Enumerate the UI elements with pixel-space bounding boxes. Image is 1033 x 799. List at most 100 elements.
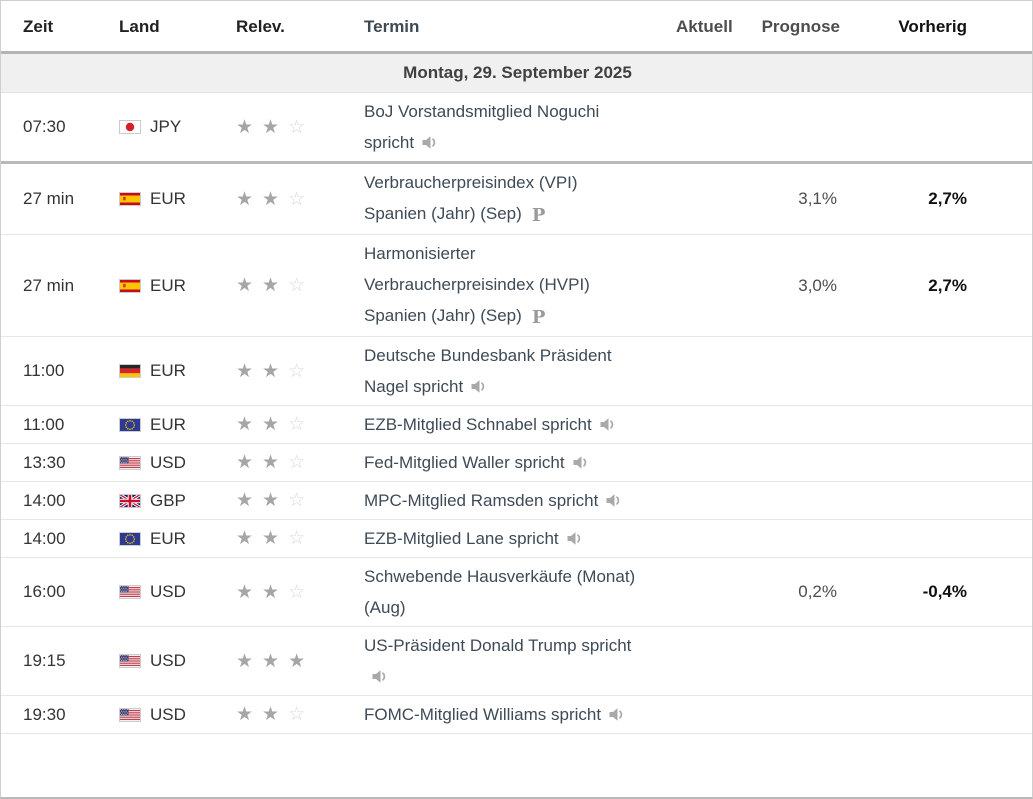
- star-empty-icon: ☆: [288, 704, 306, 725]
- star-filled-icon: ★: [236, 581, 254, 603]
- event-row: 11:00 EUR ★ ★ ☆ Deutsche Bundesbank Präsident…: [1, 336, 1032, 406]
- currency-code: EUR: [150, 189, 186, 208]
- event-link[interactable]: MPC-Mitglied Ramsden spricht: [364, 491, 599, 510]
- japan-flag-icon: [119, 120, 141, 134]
- currency-code: EUR: [150, 414, 186, 434]
- calendar-body: Montag, 29. September 2025 07:30 JPY ★ ★ ☆ Bo…: [1, 52, 1032, 734]
- relevance-stars: ★ ★ ☆: [211, 519, 364, 558]
- forecast-value: 3,0%: [736, 234, 842, 337]
- relevance-stars: ★ ★ ☆: [211, 92, 364, 164]
- spain-flag-icon: [119, 278, 141, 293]
- event-row: 19:30 USD ★ ★ ☆ FOMC-Mitglied Williams sprich…: [1, 695, 1032, 734]
- country-cell: USD: [101, 557, 211, 627]
- actual-value: [676, 162, 736, 235]
- relevance-stars: ★ ★ ☆: [211, 162, 364, 235]
- previous-value: [842, 92, 972, 164]
- forecast-value: [736, 519, 842, 558]
- preliminary-p-icon: P: [531, 307, 546, 328]
- event-time: 13:30: [1, 443, 101, 482]
- event-time: 19:15: [1, 626, 101, 696]
- event-row: 11:00 EUR ★ ★ ☆ EZB-Mitglied Schnabel spricht: [1, 405, 1032, 444]
- star-filled-icon: ★: [236, 704, 254, 725]
- star-filled-icon: ★: [262, 275, 280, 296]
- event-cell: Schwebende Hausverkäufe (Monat) (Aug): [364, 557, 676, 627]
- actual-value: [676, 336, 736, 406]
- event-time: 19:30: [1, 695, 101, 734]
- event-time: 14:00: [1, 481, 101, 520]
- event-cell: BoJ Vorstandsmitglied Noguchi spricht: [364, 92, 676, 164]
- event-row: 13:30 USD ★ ★ ☆ Fed-Mitglied Waller spricht: [1, 443, 1032, 482]
- star-filled-icon: ★: [262, 490, 280, 511]
- event-link[interactable]: Harmonisierter Verbraucherpreisindex (HV…: [364, 244, 590, 325]
- event-link[interactable]: Verbraucherpreisindex (VPI) Spanien (Jah…: [364, 173, 578, 223]
- relevance-stars: ★ ★ ★: [211, 626, 364, 696]
- event-link[interactable]: BoJ Vorstandsmitglied Noguchi spricht: [364, 102, 600, 152]
- previous-value: [842, 481, 972, 520]
- star-filled-icon: ★: [262, 650, 280, 672]
- event-row: 14:00 GBP ★ ★ ☆ MPC-Mitglied Ramsden spricht: [1, 481, 1032, 520]
- star-filled-icon: ★: [236, 528, 254, 549]
- uk-flag-icon: [119, 493, 141, 508]
- preliminary-p-icon: P: [531, 205, 546, 226]
- forecast-value: 0,2%: [736, 557, 842, 627]
- speaker-icon: [608, 705, 626, 724]
- date-header-row: Montag, 29. September 2025: [1, 52, 1032, 93]
- star-filled-icon: ★: [236, 116, 254, 138]
- col-header-relev: Relev.: [211, 1, 364, 54]
- forecast-value: [736, 336, 842, 406]
- previous-value: 2,7%: [842, 162, 972, 235]
- previous-value: [842, 519, 972, 558]
- star-filled-icon: ★: [288, 650, 306, 672]
- previous-value: [842, 405, 972, 444]
- country-cell: GBP: [101, 481, 211, 520]
- previous-value: [842, 443, 972, 482]
- economic-calendar-table: Zeit Land Relev. Termin Aktuell Prognose…: [1, 1, 1032, 734]
- event-link[interactable]: Deutsche Bundesbank Präsident Nagel spri…: [364, 346, 612, 396]
- actual-value: [676, 695, 736, 734]
- event-link[interactable]: Fed-Mitglied Waller spricht: [364, 453, 565, 472]
- star-empty-icon: ☆: [288, 275, 306, 296]
- event-cell: EZB-Mitglied Schnabel spricht: [364, 405, 676, 444]
- relevance-stars: ★ ★ ☆: [211, 443, 364, 482]
- event-time: 27 min: [1, 162, 101, 235]
- currency-code: EUR: [150, 275, 186, 295]
- event-time: 14:00: [1, 519, 101, 558]
- speaker-icon: [566, 529, 584, 548]
- event-cell: MPC-Mitglied Ramsden spricht: [364, 481, 676, 520]
- event-link[interactable]: Schwebende Hausverkäufe (Monat) (Aug): [364, 567, 636, 617]
- col-header-zeit: Zeit: [1, 1, 101, 54]
- event-row: 27 min EUR ★ ★ ☆ Verbraucherpreisindex (VPI) …: [1, 162, 1032, 235]
- star-empty-icon: ☆: [288, 360, 306, 382]
- column-header-row: Zeit Land Relev. Termin Aktuell Prognose…: [1, 1, 1032, 54]
- event-link[interactable]: US-Präsident Donald Trump spricht: [364, 636, 632, 655]
- currency-code: EUR: [150, 528, 186, 548]
- us-flag-icon: [119, 585, 141, 599]
- previous-value: -0,4%: [842, 557, 972, 627]
- country-cell: EUR: [101, 162, 211, 235]
- event-cell: US-Präsident Donald Trump spricht: [364, 626, 676, 696]
- previous-value: [842, 626, 972, 696]
- actual-value: [676, 519, 736, 558]
- star-filled-icon: ★: [262, 528, 280, 549]
- currency-code: EUR: [150, 361, 186, 380]
- forecast-value: [736, 481, 842, 520]
- event-link[interactable]: EZB-Mitglied Schnabel spricht: [364, 415, 592, 434]
- star-filled-icon: ★: [262, 581, 280, 603]
- event-cell: FOMC-Mitglied Williams spricht: [364, 695, 676, 734]
- event-time: 11:00: [1, 336, 101, 406]
- star-filled-icon: ★: [262, 360, 280, 382]
- event-link[interactable]: EZB-Mitglied Lane spricht: [364, 529, 559, 548]
- star-empty-icon: ☆: [288, 414, 306, 435]
- speaker-icon: [599, 415, 617, 434]
- event-cell: Verbraucherpreisindex (VPI) Spanien (Jah…: [364, 162, 676, 235]
- relevance-stars: ★ ★ ☆: [211, 234, 364, 337]
- col-header-aktuell: Aktuell: [676, 1, 736, 54]
- actual-value: [676, 626, 736, 696]
- event-cell: EZB-Mitglied Lane spricht: [364, 519, 676, 558]
- event-link[interactable]: FOMC-Mitglied Williams spricht: [364, 705, 602, 724]
- previous-value: [842, 695, 972, 734]
- col-header-land: Land: [101, 1, 211, 54]
- spain-flag-icon: [119, 192, 141, 206]
- star-empty-icon: ☆: [288, 581, 306, 603]
